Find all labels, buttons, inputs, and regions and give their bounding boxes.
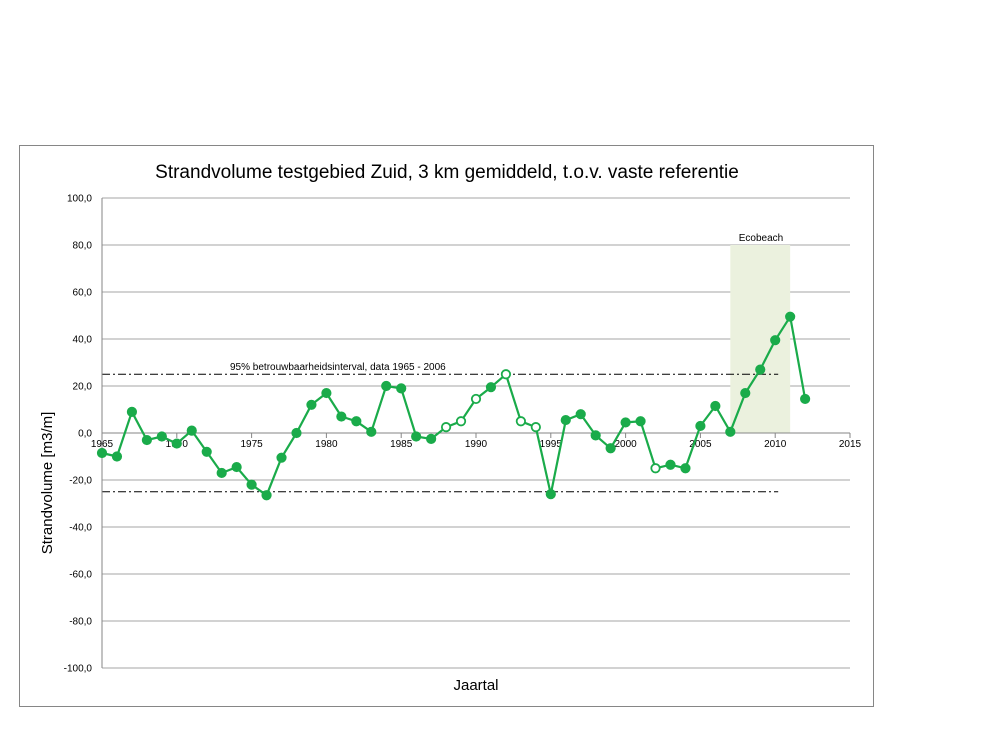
x-tick-label: 1995 <box>540 439 563 450</box>
data-point <box>351 416 362 427</box>
x-tick-label: 2000 <box>614 439 637 450</box>
data-point <box>755 364 766 375</box>
x-tick-label: 1975 <box>240 439 263 450</box>
x-tick-label: 1985 <box>390 439 413 450</box>
chart-svg: -100,0 -80,0 -60,0 -40,0 -20,0 0,0 20,0 40,0 60,… <box>39 162 862 694</box>
y-tick-label: -60,0 <box>69 570 92 581</box>
data-point <box>455 416 467 427</box>
data-point <box>201 446 212 457</box>
data-point <box>276 452 287 463</box>
labels: Strandvolume testgebied Zuid, 3 km gemid… <box>39 162 783 694</box>
data-point <box>770 335 781 346</box>
y-tick-label: 40,0 <box>73 335 93 346</box>
data-point <box>785 311 796 322</box>
y-tick-label: -40,0 <box>69 523 92 534</box>
ecobeach-label: Ecobeach <box>739 233 783 244</box>
data-point <box>605 443 616 454</box>
data-point <box>635 416 646 427</box>
x-tick-label: 2015 <box>839 439 862 450</box>
ecobeach-area <box>730 245 791 433</box>
confidence-band-label: 95% betrouwbaarheidsinterval, data 1965 … <box>230 362 446 373</box>
data-point <box>590 430 601 441</box>
chart-frame: -100,0 -80,0 -60,0 -40,0 -20,0 0,0 20,0 40,0 60,… <box>19 145 874 707</box>
data-point <box>470 393 482 405</box>
data-point <box>396 383 407 394</box>
grid <box>102 197 850 669</box>
data-point <box>306 399 317 410</box>
data-point <box>530 422 541 433</box>
data-point <box>500 369 512 380</box>
ecobeach-span <box>730 245 791 433</box>
x-axis-title: Jaartal <box>453 677 498 694</box>
series-polyline <box>101 315 807 497</box>
data-point <box>366 426 377 437</box>
y-axis-title: Strandvolume [m3/m] <box>39 412 56 555</box>
data-point <box>440 422 452 433</box>
x-tick-label: 1965 <box>91 439 114 450</box>
data-point <box>411 431 422 442</box>
data-point <box>725 426 736 437</box>
x-tick-label: 2005 <box>689 439 712 450</box>
y-tick-label: 100,0 <box>67 194 92 205</box>
data-point <box>336 411 347 422</box>
y-tick-label: -20,0 <box>69 476 92 487</box>
data-point <box>186 425 197 436</box>
data-point <box>111 451 123 462</box>
data-point <box>321 387 332 399</box>
x-tick-label: 1990 <box>465 439 488 450</box>
y-tick-label: 80,0 <box>73 241 93 252</box>
data-point <box>381 380 392 392</box>
data-point <box>156 431 167 442</box>
data-point <box>650 463 661 474</box>
x-tick-label: 2010 <box>764 439 787 450</box>
data-point <box>545 488 556 500</box>
data-point <box>216 467 227 479</box>
data-point <box>800 393 811 405</box>
y-tick-label: 0,0 <box>78 429 92 440</box>
data-point <box>740 387 751 399</box>
data-point <box>171 438 182 449</box>
data-point <box>620 417 631 428</box>
data-point <box>560 414 571 426</box>
data-point <box>485 382 497 393</box>
data-point <box>515 416 526 427</box>
data-point <box>231 461 242 473</box>
confidence-band <box>102 373 779 493</box>
data-point <box>246 479 257 490</box>
data-point <box>141 434 152 446</box>
y-tick-label: 60,0 <box>73 288 93 299</box>
data-point <box>291 427 302 439</box>
y-tick-label: -80,0 <box>69 617 92 628</box>
x-tick-label: 1980 <box>315 439 338 450</box>
data-point <box>126 406 138 417</box>
data-point <box>426 433 437 444</box>
data-point <box>575 409 586 420</box>
data-point <box>96 447 108 459</box>
data-point <box>710 400 721 412</box>
y-tick-label: 20,0 <box>73 382 93 393</box>
data-point <box>261 490 272 501</box>
y-tick-label: -100,0 <box>64 664 93 675</box>
data-point <box>695 420 706 432</box>
chart-title: Strandvolume testgebied Zuid, 3 km gemid… <box>155 162 739 183</box>
data-point <box>665 459 676 470</box>
series-line <box>96 311 811 501</box>
data-point <box>680 463 691 474</box>
